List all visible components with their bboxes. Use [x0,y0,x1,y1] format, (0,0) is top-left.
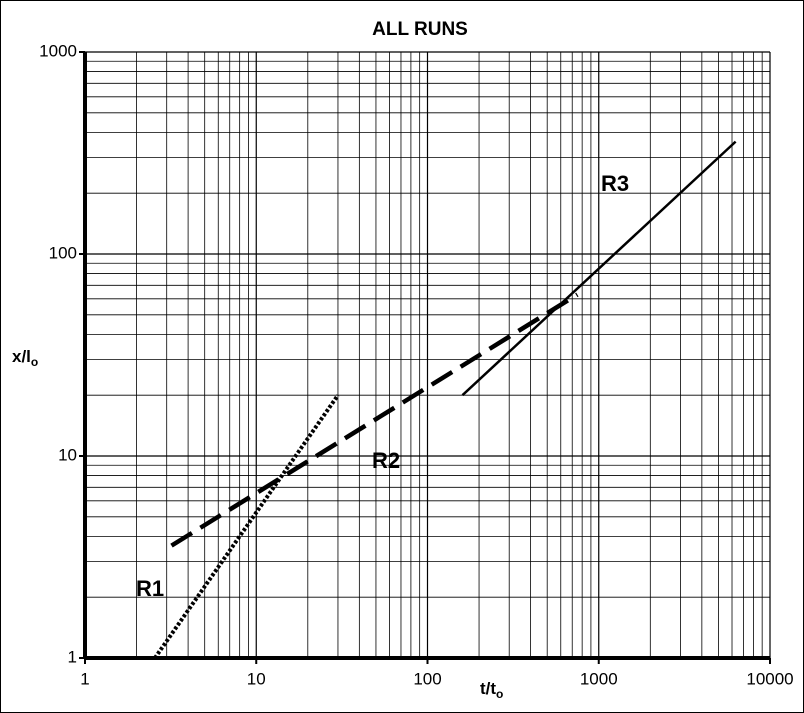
chart-title: ALL RUNS [372,19,468,40]
x-tick-label: 1000 [580,669,618,688]
series-line [461,140,737,397]
x-axis-label: t/to [480,679,503,701]
y-axis-label-main: x/l [12,347,31,366]
x-tick-label: 100 [413,669,441,688]
x-tick-label: 10000 [746,669,793,688]
y-tick-label: 10 [58,445,77,464]
series-line [153,394,340,660]
x-axis-label-main: t/t [480,679,496,698]
y-tick-label: 100 [49,243,77,262]
x-tick-label: 1 [80,669,89,688]
series-label: R2 [372,448,400,473]
y-axis-label: x/lo [12,347,38,369]
y-axis-label-sub: o [31,355,38,369]
series-label: R3 [601,171,629,196]
x-axis-label-sub: o [496,687,503,701]
series-line [170,292,579,548]
x-tick-label: 10 [247,669,266,688]
series-label: R1 [136,576,164,601]
y-tick-label: 1 [68,647,77,666]
y-tick-label: 1000 [39,41,77,60]
